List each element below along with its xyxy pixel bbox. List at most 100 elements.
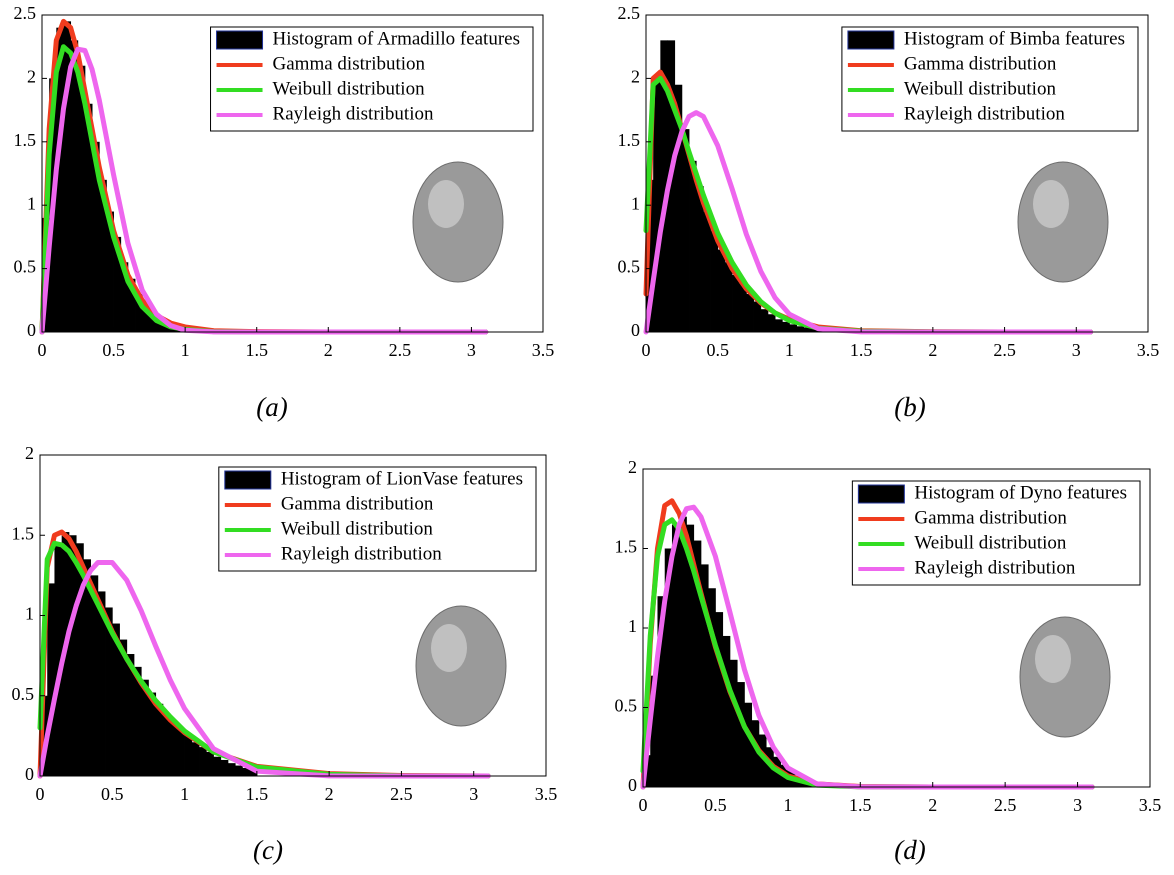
hist-bar (56, 27, 64, 333)
hist-bar (68, 535, 77, 776)
hist-bar (689, 160, 697, 332)
legend-label: Histogram of Bimba features (904, 28, 1125, 49)
hist-bar (141, 679, 149, 776)
y-tick-label: 1 (628, 616, 637, 636)
hist-bar (242, 767, 251, 776)
hist-bar (113, 236, 122, 332)
hist-bar (746, 293, 754, 332)
distribution-line (643, 110, 1094, 335)
hist-bar (744, 702, 753, 787)
hist-bar (227, 763, 236, 776)
hist-bar (235, 765, 243, 776)
hist-bar (70, 40, 79, 333)
hist-bar (155, 703, 164, 776)
hist-bar (686, 524, 695, 787)
x-tick-label: 3.5 (1139, 795, 1162, 815)
hist-bar (127, 278, 136, 332)
y-tick-label: 1.5 (14, 130, 37, 150)
hist-bar (760, 309, 769, 332)
y-tick-label: 2.5 (618, 3, 641, 23)
x-tick-label: 1 (785, 340, 794, 360)
hist-bar (99, 179, 107, 332)
subplot: 0 0.5 1 1.5 2 2.5 3 3.5 0 0.5 1 1.5 2 Histogram of Li… (12, 443, 558, 804)
legend-label: Gamma distribution (273, 53, 426, 74)
y-tick-label: 2 (25, 443, 34, 463)
hist-bar (717, 249, 726, 332)
hist-bar (796, 326, 805, 332)
x-tick-label: 0 (642, 340, 651, 360)
hist-bar (782, 321, 790, 332)
y-tick-label: 0 (25, 764, 34, 784)
legend-box (210, 26, 534, 132)
hist-bar (737, 682, 745, 787)
x-tick-label: 2 (928, 795, 937, 815)
hist-bar (703, 211, 711, 332)
subplot: 0 0.5 1 1.5 2 2.5 3 3.5 0 0.5 1 1.5 2 2.5 Histogram of… (14, 3, 555, 360)
model-image (415, 605, 507, 727)
caption: (b) (894, 392, 925, 422)
y-tick-label: 2 (631, 67, 640, 87)
legend-label: Gamma distribution (281, 493, 434, 514)
x-tick-label: 2 (325, 784, 334, 804)
y-tick-label: 0 (628, 775, 637, 795)
legend-box (218, 466, 537, 572)
hist-bar (803, 327, 812, 332)
hist-bar (674, 84, 683, 333)
caption: (a) (256, 392, 287, 422)
y-tick-label: 1 (25, 604, 34, 624)
hist-bar (148, 692, 157, 776)
hist-bar (47, 583, 55, 776)
hist-bar (112, 623, 120, 776)
y-tick-label: 1 (631, 193, 640, 213)
x-tick-label: 2.5 (390, 784, 413, 804)
hist-bar (120, 262, 129, 332)
y-tick-label: 2 (628, 457, 637, 477)
hist-bar (177, 729, 185, 776)
hist-bar (715, 612, 724, 787)
model-image-highlight (428, 180, 464, 228)
hist-bar (206, 751, 214, 776)
legend-swatch (857, 484, 905, 504)
hist-bar (722, 635, 731, 787)
distribution-line (37, 560, 491, 779)
x-tick-label: 3.5 (532, 340, 555, 360)
x-tick-label: 0.5 (706, 340, 729, 360)
model-image-highlight (1033, 180, 1069, 228)
hist-bar (84, 103, 93, 332)
x-tick-label: 1.5 (849, 795, 872, 815)
legend-label: Rayleigh distribution (904, 103, 1065, 124)
y-tick-label: 1.5 (618, 130, 641, 150)
hist-bar (92, 141, 100, 332)
subplot: 0 0.5 1 1.5 2 2.5 3 3.5 0 0.5 1 1.5 2 2.5 Histogram of… (618, 3, 1160, 360)
legend-label: Gamma distribution (904, 53, 1057, 74)
hist-bar (667, 40, 676, 333)
y-tick-label: 2 (27, 67, 36, 87)
legend: Histogram of Bimba features Gamma distrib… (841, 26, 1139, 132)
model-image-highlight (1035, 635, 1071, 683)
x-tick-label: 0 (38, 340, 47, 360)
legend-swatch (847, 30, 895, 50)
hist-bar (199, 747, 207, 776)
hist-bar (700, 564, 709, 787)
legend-label: Rayleigh distribution (281, 543, 442, 564)
y-tick-label: 0 (27, 320, 36, 340)
legend: Histogram of LionVase features Gamma dist… (218, 466, 537, 572)
legend-label: Weibull distribution (281, 518, 434, 539)
model-image (1017, 161, 1109, 283)
hist-bar (751, 720, 760, 787)
hist-bar (653, 78, 661, 333)
y-tick-label: 0.5 (618, 257, 641, 277)
hist-bar (220, 759, 229, 776)
hist-bar (650, 675, 658, 787)
x-tick-label: 0 (36, 784, 45, 804)
hist-bar (106, 211, 114, 332)
x-tick-label: 3 (467, 340, 476, 360)
legend-swatch (224, 470, 272, 490)
hist-bar (696, 186, 704, 332)
hist-bar (77, 65, 86, 332)
hist-bar (758, 734, 767, 787)
y-tick-label: 1.5 (615, 537, 638, 557)
model-image-highlight (431, 624, 467, 672)
legend-label: Histogram of Armadillo features (273, 28, 520, 49)
